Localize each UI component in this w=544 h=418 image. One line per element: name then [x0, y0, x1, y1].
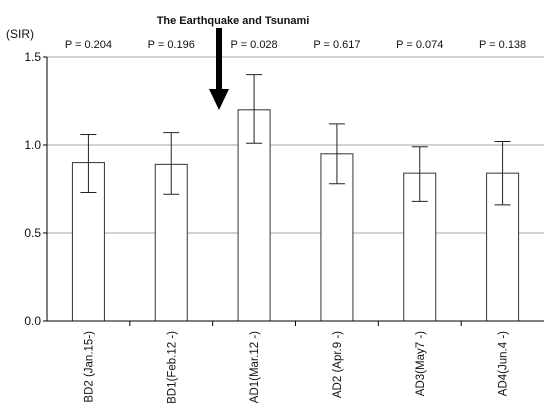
- arrow-shaft: [216, 28, 222, 90]
- y-tick-label-0: 0.0: [24, 314, 41, 328]
- x-tick-label-4: AD3(May7 -): [415, 331, 427, 396]
- error-bar-2: [246, 74, 263, 144]
- bars: [71, 109, 520, 322]
- error-bar-3: [328, 123, 345, 185]
- earthquake-arrow-icon: [209, 28, 229, 110]
- x-tick-label-5: AD4(Jun.4 -): [498, 331, 510, 396]
- y-tick-label-2: 1.0: [24, 138, 41, 152]
- p-value-label-1: P = 0.196: [148, 39, 195, 51]
- p-value-label-5: P = 0.138: [479, 39, 526, 51]
- y-tick-label-3: 1.5: [24, 50, 41, 64]
- p-value-label-2: P = 0.028: [230, 39, 277, 51]
- p-value-labels: P = 0.204 P = 0.196 P = 0.028 P = 0.617 P = …: [65, 39, 526, 51]
- axes: [43, 56, 544, 326]
- p-value-label-4: P = 0.074: [396, 39, 443, 51]
- y-tick-labels: 0.0 0.5 1.0 1.5: [24, 50, 41, 328]
- x-tick-label-1: BD1(Feb.12 -): [166, 331, 178, 404]
- y-tick-label-1: 0.5: [24, 226, 41, 240]
- bar-2: [237, 109, 271, 322]
- gridlines: [47, 56, 544, 234]
- error-bar-1: [163, 132, 180, 195]
- x-tick-label-2: AD1(Mar.12 -): [249, 331, 261, 403]
- error-bar-4: [411, 146, 428, 202]
- x-tick-label-0: BD2 (Jan.15-): [83, 331, 95, 403]
- x-tick-labels: BD2 (Jan.15-) BD1(Feb.12 -) AD1(Mar.12 -) A…: [83, 331, 509, 404]
- error-bar-5: [494, 140, 511, 206]
- p-value-label-3: P = 0.617: [313, 39, 360, 51]
- arrow-head: [209, 89, 229, 110]
- y-axis-label: (SIR): [6, 27, 34, 41]
- x-tick-label-3: AD2 (Apr.9 -): [332, 331, 344, 398]
- earthquake-annotation: The Earthquake and Tsunami: [157, 15, 310, 27]
- error-bar-0: [80, 133, 97, 194]
- p-value-label-0: P = 0.204: [65, 39, 112, 51]
- error-bars: [80, 74, 511, 206]
